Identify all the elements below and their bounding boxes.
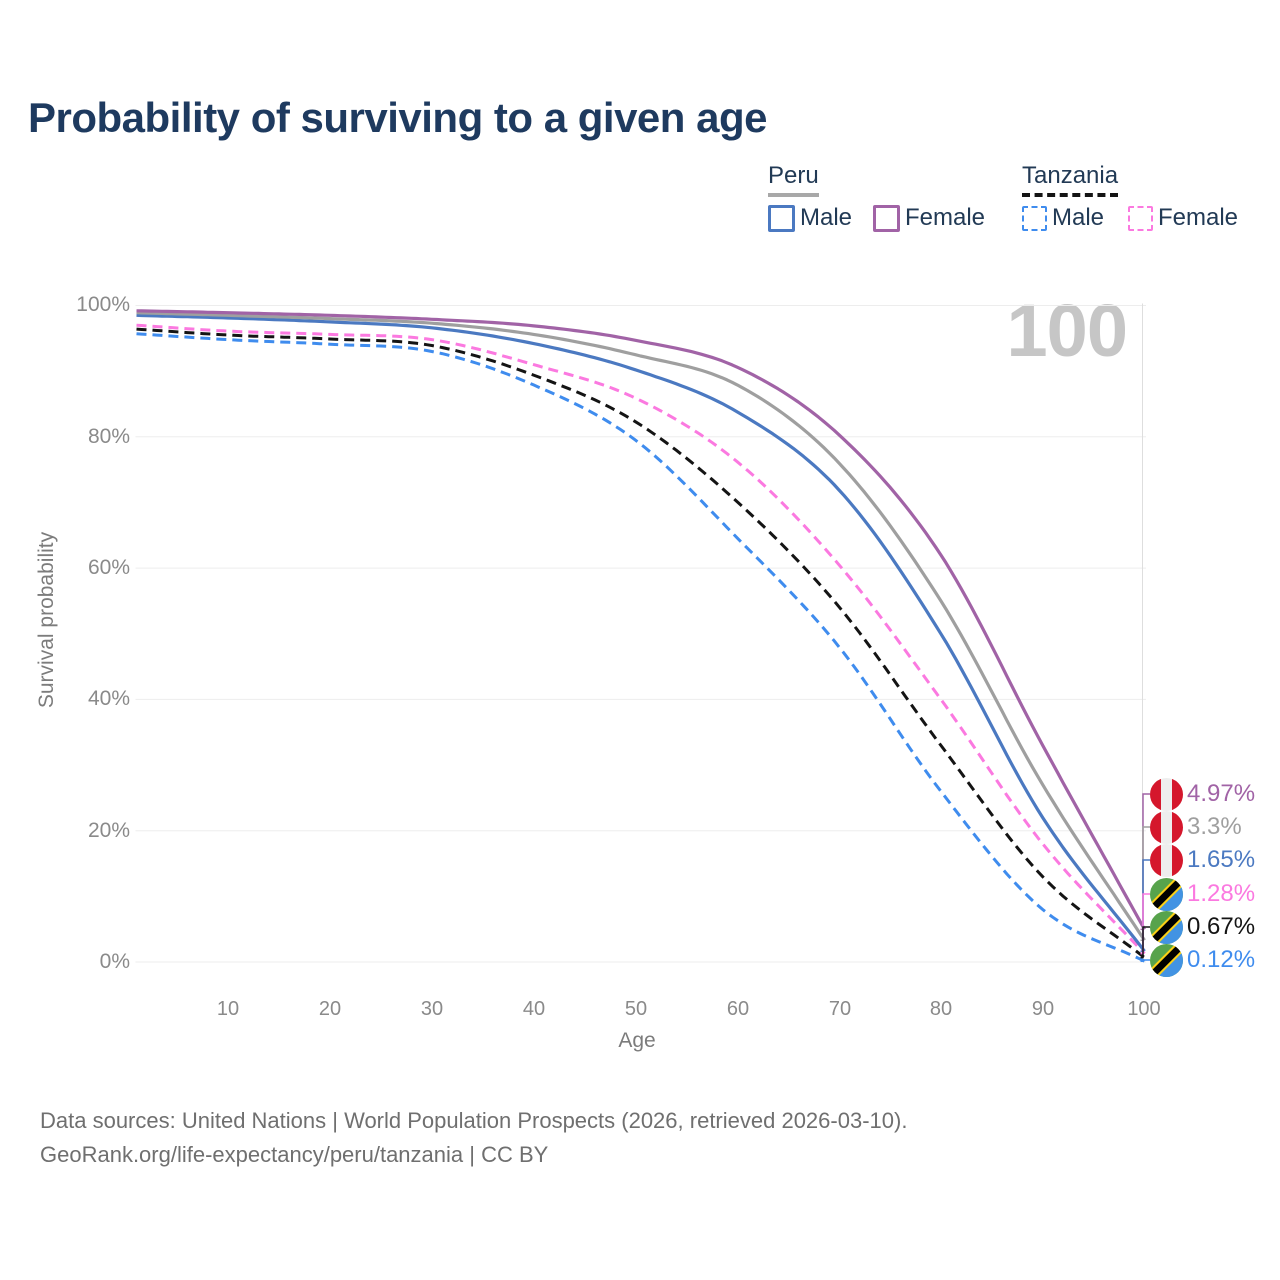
y-tick-40: 40% [87, 687, 130, 710]
x-tick-80: 80 [929, 998, 953, 1020]
end-label-tanzania-total: 0.67% [1150, 910, 1255, 944]
x-tick-70: 70 [828, 998, 852, 1020]
legend-group-tanzania[interactable]: Tanzania [1022, 162, 1119, 197]
peru-male-swatch-icon [768, 204, 795, 232]
tanzania-flag-icon [1150, 910, 1183, 944]
y-tick-0: 0% [99, 950, 130, 973]
end-label-value: 3.3% [1187, 813, 1242, 840]
end-label-tanzania-female: 1.28% [1150, 877, 1255, 911]
peru-flag-icon [1150, 777, 1183, 811]
legend-group-peru[interactable]: Peru [768, 162, 819, 197]
peru-flag-icon [1150, 843, 1183, 877]
data-sources-line1: Data sources: United Nations | World Pop… [40, 1108, 908, 1133]
end-label-value: 1.65% [1187, 846, 1256, 873]
end-label-peru-male: 1.65% [1150, 843, 1255, 877]
data-sources-line2: GeoRank.org/life-expectancy/peru/tanzani… [40, 1142, 549, 1167]
x-tick-60: 60 [726, 998, 750, 1020]
y-tick-20: 20% [87, 819, 130, 842]
end-label-peru-total: 3.3% [1150, 810, 1242, 844]
legend-item-tanzania-male[interactable]: Male [1022, 204, 1104, 232]
tanzania-flag-icon [1150, 943, 1183, 977]
tanzania-male-swatch-icon [1022, 205, 1047, 231]
tanzania-flag-icon [1150, 877, 1183, 911]
peru-female-swatch-icon [873, 204, 900, 232]
legend-item-label: Male [1052, 204, 1105, 231]
legend-item-peru-male[interactable]: Male [768, 204, 852, 232]
page-title: Probability of surviving to a given age [28, 94, 767, 141]
x-tick-40: 40 [522, 998, 546, 1020]
end-label-value: 4.97% [1187, 780, 1256, 807]
x-tick-50: 50 [624, 998, 648, 1020]
end-label-tanzania-male: 0.12% [1150, 943, 1255, 977]
y-tick-60: 60% [87, 556, 130, 579]
legend-item-peru-female[interactable]: Female [873, 204, 985, 232]
peru-flag-icon [1150, 810, 1183, 844]
data-sources: Data sources: United Nations | World Pop… [40, 1104, 907, 1172]
end-label-peru-female: 4.97% [1150, 777, 1255, 811]
x-axis-label: Age [618, 1029, 656, 1052]
y-tick-80: 80% [87, 425, 130, 448]
x-tick-10: 10 [216, 998, 240, 1020]
x-tick-100: 100 [1127, 998, 1161, 1020]
legend-item-label: Male [800, 204, 853, 231]
x-tick-90: 90 [1031, 998, 1055, 1020]
x-tick-30: 30 [420, 998, 444, 1020]
end-label-value: 0.12% [1187, 946, 1256, 973]
legend-item-tanzania-female[interactable]: Female [1128, 204, 1238, 232]
y-tick-100: 100% [76, 293, 130, 316]
legend-item-label: Female [1158, 204, 1239, 231]
end-label-value: 0.67% [1187, 913, 1256, 940]
x-tick-20: 20 [318, 998, 342, 1020]
legend-item-label: Female [905, 204, 986, 231]
tanzania-female-swatch-icon [1128, 205, 1153, 231]
end-label-value: 1.28% [1187, 880, 1256, 907]
